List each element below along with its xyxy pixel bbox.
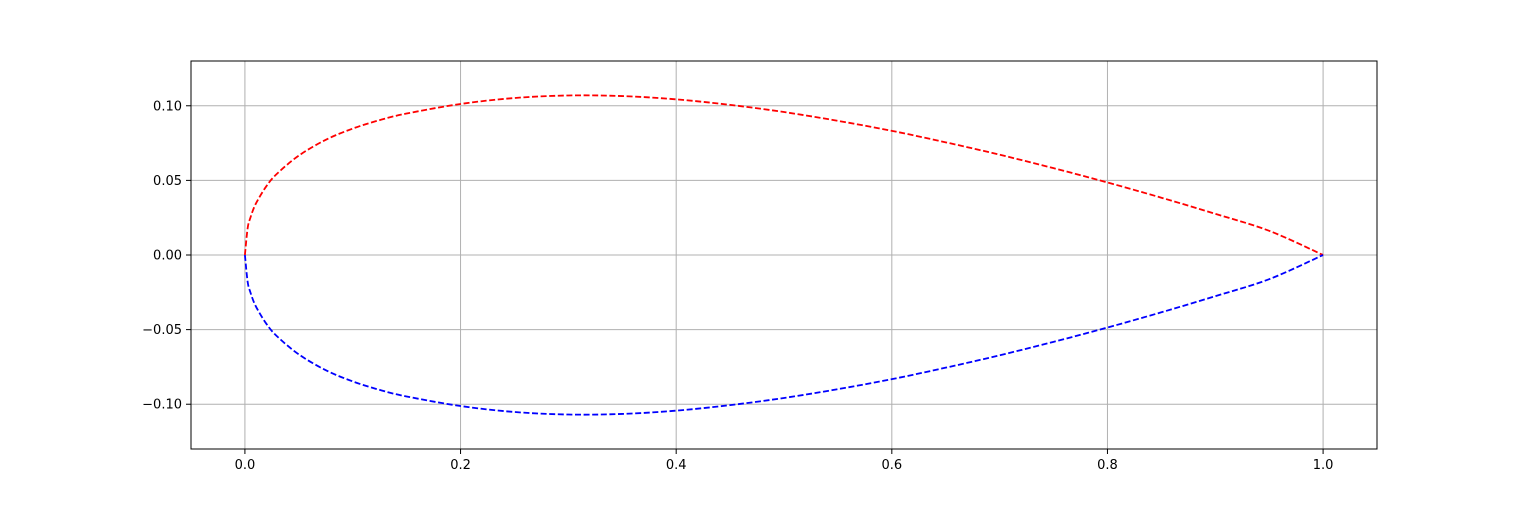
y-tick-label: −0.05	[142, 323, 182, 338]
y-axis: 0.10 0.05 0.00 −0.05 −0.10	[142, 99, 191, 413]
y-tick-label: 0.00	[153, 249, 182, 264]
x-tick-label: 1.0	[1313, 458, 1334, 473]
x-tick-label: 0.4	[666, 458, 687, 473]
y-tick-label: 0.05	[153, 174, 182, 189]
upper-surface-line	[244, 94, 1324, 256]
y-tick-label: 0.10	[153, 99, 182, 114]
lower-surface-line	[244, 254, 1324, 416]
x-tick-label: 0.2	[450, 458, 471, 473]
x-tick-label: 0.0	[235, 458, 256, 473]
x-axis: 0.0 0.2 0.4 0.6 0.8 1.0	[235, 449, 1334, 473]
y-tick-label: −0.10	[142, 398, 182, 413]
x-tick-label: 0.8	[1097, 458, 1118, 473]
grid-lines	[191, 61, 1377, 449]
series-layer	[244, 94, 1324, 416]
x-tick-label: 0.6	[881, 458, 902, 473]
